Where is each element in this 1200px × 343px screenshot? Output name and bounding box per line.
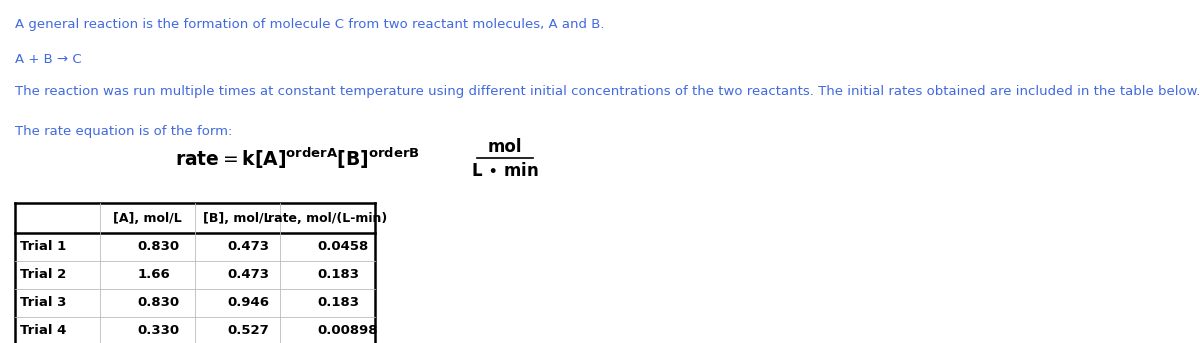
Text: 0.0458: 0.0458 — [318, 240, 368, 253]
Text: Trial 1: Trial 1 — [20, 240, 66, 253]
Text: 0.830: 0.830 — [138, 296, 180, 309]
Text: $\mathbf{rate} = \mathbf{k[A]^{orderA}[B]^{orderB}}$: $\mathbf{rate} = \mathbf{k[A]^{orderA}[B… — [175, 145, 420, 170]
Text: Trial 4: Trial 4 — [20, 324, 66, 338]
Text: rate, mol/(L-min): rate, mol/(L-min) — [268, 212, 388, 225]
Text: 0.00898: 0.00898 — [318, 324, 378, 338]
Text: 0.330: 0.330 — [138, 324, 180, 338]
Text: 0.183: 0.183 — [318, 296, 360, 309]
Text: 0.183: 0.183 — [318, 269, 360, 282]
Text: mol: mol — [487, 138, 522, 156]
Text: Trial 2: Trial 2 — [20, 269, 66, 282]
Text: 1.66: 1.66 — [138, 269, 170, 282]
Text: 0.473: 0.473 — [228, 269, 270, 282]
Text: A general reaction is the formation of molecule C from two reactant molecules, A: A general reaction is the formation of m… — [14, 18, 605, 31]
Text: 0.830: 0.830 — [138, 240, 180, 253]
Text: [B], mol/L: [B], mol/L — [203, 212, 272, 225]
Text: [A], mol/L: [A], mol/L — [113, 212, 182, 225]
Text: L $\bullet$ min: L $\bullet$ min — [470, 162, 539, 180]
Text: 0.946: 0.946 — [228, 296, 270, 309]
Text: 0.473: 0.473 — [228, 240, 270, 253]
Text: Trial 3: Trial 3 — [20, 296, 66, 309]
Text: A + B → C: A + B → C — [14, 53, 82, 66]
Text: 0.527: 0.527 — [228, 324, 269, 338]
Text: The rate equation is of the form:: The rate equation is of the form: — [14, 125, 233, 138]
Text: The reaction was run multiple times at constant temperature using different init: The reaction was run multiple times at c… — [14, 85, 1200, 98]
